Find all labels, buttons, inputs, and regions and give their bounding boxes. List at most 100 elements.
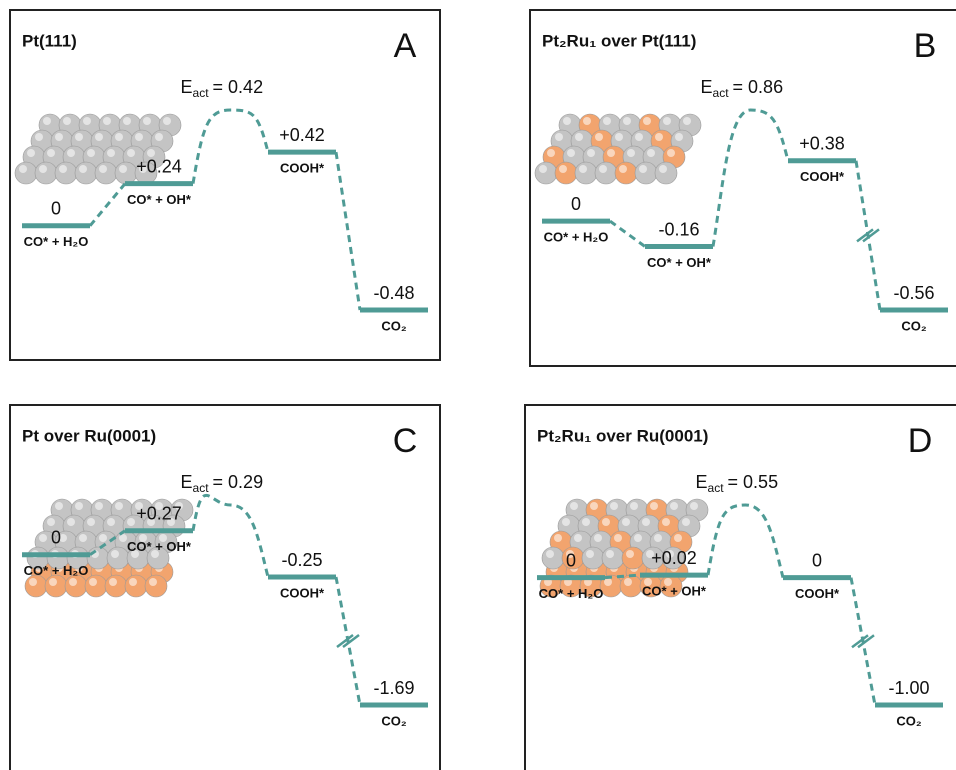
state-label: CO* + H₂O [24, 563, 89, 578]
transition-curve [191, 493, 270, 578]
atom-highlight [675, 133, 683, 141]
atom-highlight [623, 117, 631, 125]
atom-highlight [47, 518, 55, 526]
atom-highlight [127, 518, 135, 526]
atom-highlight [119, 165, 127, 173]
atom-highlight [69, 578, 77, 586]
atom-highlight [107, 149, 115, 157]
eact-value: = 0.55 [728, 472, 779, 492]
atom-highlight [587, 149, 595, 157]
level-value-label: +0.02 [651, 548, 697, 568]
atom-highlight [619, 165, 627, 173]
atom [621, 546, 645, 570]
atom [554, 161, 578, 185]
atom-highlight [167, 518, 175, 526]
atom-highlight [666, 550, 674, 558]
atom-highlight [139, 534, 147, 542]
connector [334, 576, 362, 706]
atom-highlight [602, 518, 610, 526]
eact-value: = 0.42 [213, 77, 264, 97]
eact-symbol: E [696, 472, 708, 492]
state-label: COOH* [280, 161, 325, 176]
atom-highlight [139, 165, 147, 173]
atom-highlight [59, 165, 67, 173]
transition-curve [191, 108, 270, 184]
axis-break [857, 634, 875, 649]
level-value-label: +0.24 [136, 156, 182, 176]
atom [106, 546, 130, 570]
atom-highlight [55, 133, 63, 141]
eact-value: = 0.29 [213, 472, 264, 492]
atom [654, 161, 678, 185]
panel-title: Pt(111) [22, 31, 77, 50]
eact-symbol: E [701, 77, 713, 97]
level-value-label: 0 [51, 199, 61, 219]
atom-highlight [674, 534, 682, 542]
atom-highlight [115, 133, 123, 141]
atom-highlight [603, 117, 611, 125]
state-label: COOH* [795, 586, 840, 601]
atom-highlight [149, 578, 157, 586]
atom [541, 546, 565, 570]
atom-highlight [655, 133, 663, 141]
state-label: CO₂ [381, 318, 407, 333]
atom [104, 574, 128, 598]
atom [44, 574, 68, 598]
atom-highlight [647, 149, 655, 157]
atom-highlight [627, 149, 635, 157]
level-value-label: +0.38 [799, 134, 845, 154]
panel: Pt₂Ru₁ over Ru(0001) D 0 CO* + H₂O +0.02 CO* … [524, 404, 956, 770]
state-label: CO* + H₂O [24, 234, 89, 249]
atom-highlight [103, 117, 111, 125]
atom-highlight [119, 534, 127, 542]
connector [88, 182, 127, 227]
axis-break [342, 634, 360, 648]
eact-subscript: act [713, 86, 730, 100]
panel: Pt₂Ru₁ over Pt(111) B 0 CO* + H₂O -0.16 CO* +… [529, 9, 956, 367]
atom-highlight [574, 534, 582, 542]
atom-highlight [559, 165, 567, 173]
atom-highlight [659, 165, 667, 173]
level-value-label: -0.16 [658, 219, 699, 239]
panel-letter: A [394, 27, 417, 65]
atom-highlight [59, 534, 67, 542]
atom-highlight [630, 502, 638, 510]
atom-highlight [39, 165, 47, 173]
atom-highlight [634, 534, 642, 542]
atom-highlight [47, 149, 55, 157]
axis-break [862, 228, 880, 243]
atom-highlight [19, 165, 27, 173]
level-value-label: +0.27 [136, 504, 182, 524]
activation-energy-label: Eact = 0.42 [181, 77, 264, 100]
atom-highlight [109, 578, 117, 586]
atom-highlight [79, 165, 87, 173]
atom [614, 161, 638, 185]
panel-frame [529, 9, 956, 367]
atom-highlight [35, 133, 43, 141]
atom-highlight [135, 133, 143, 141]
panel-title: Pt over Ru(0001) [22, 426, 156, 445]
eact-subscript: act [193, 86, 210, 100]
panel-letter: D [908, 422, 933, 460]
atom [601, 546, 625, 570]
atom-highlight [567, 149, 575, 157]
atom-highlight [87, 518, 95, 526]
connector [849, 577, 877, 706]
axis-break [336, 634, 354, 648]
state-label: CO₂ [381, 713, 407, 728]
panel-letter: B [914, 27, 937, 65]
atom [619, 574, 643, 598]
atom-highlight [151, 550, 159, 558]
eact-subscript: act [193, 481, 210, 495]
atom-highlight [614, 534, 622, 542]
atom [574, 161, 598, 185]
atom-highlight [590, 502, 598, 510]
atom-highlight [604, 578, 612, 586]
atom [84, 574, 108, 598]
atom-highlight [683, 117, 691, 125]
axis-break [856, 228, 874, 243]
panel-letter: C [393, 422, 418, 460]
atom-highlight [55, 502, 63, 510]
connector [334, 151, 362, 311]
